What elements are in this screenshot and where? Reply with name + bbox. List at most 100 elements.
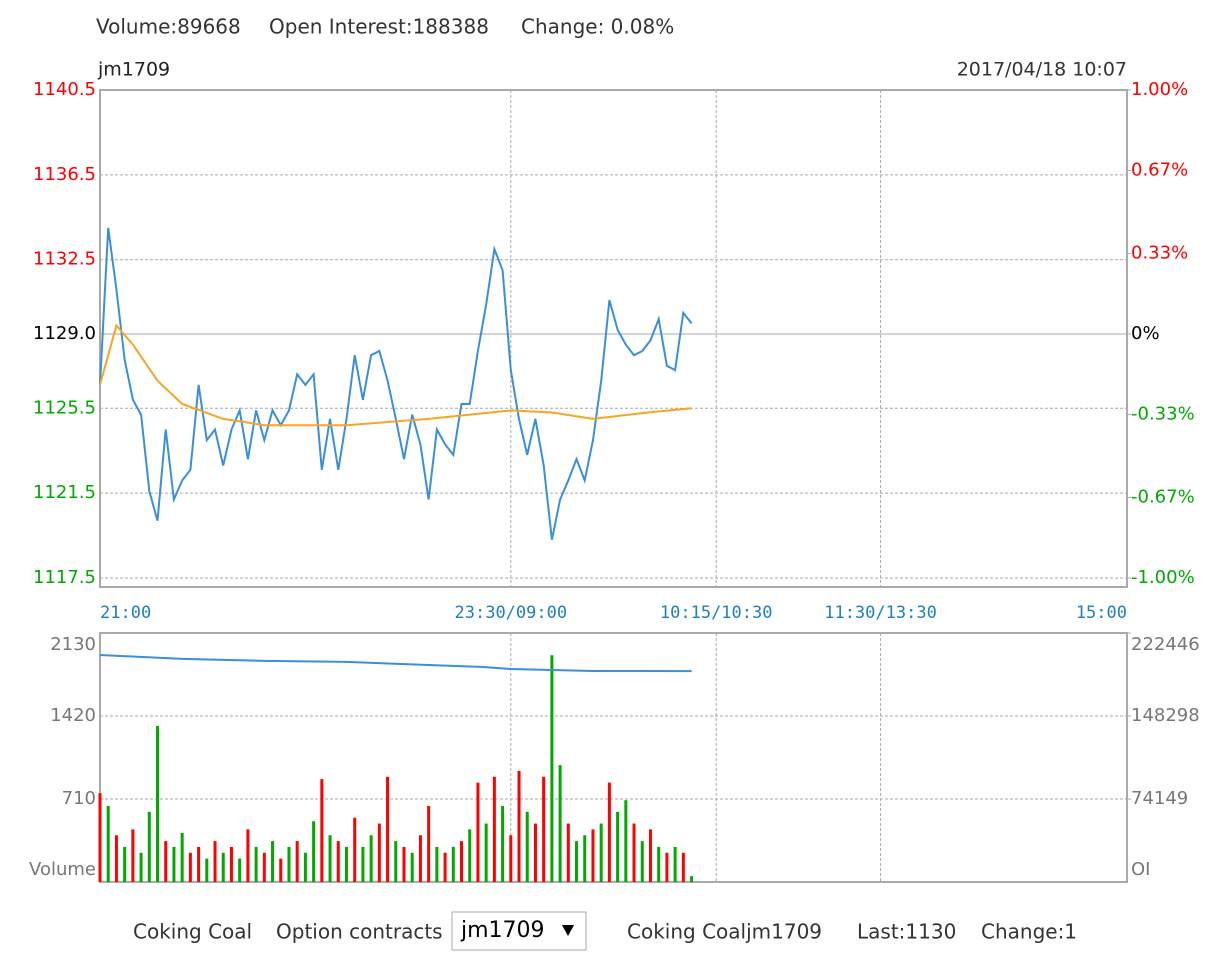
select-arrow[interactable] [562,925,574,936]
plot-frame [99,632,1128,883]
volume-bar [197,846,201,882]
select-value[interactable]: jm1709 [460,918,545,943]
volume-bar [139,852,143,882]
y-tick-label: 1132.5 [33,249,96,270]
volume-bar [328,835,332,882]
volume-bar [533,823,537,882]
y-tick-label: 1121.5 [33,482,96,503]
volume-bar [607,782,611,882]
volume-bar [353,817,357,882]
volume-bar [172,846,176,882]
volume-bar [394,841,398,882]
y-tick-label: 1136.5 [33,164,96,185]
volume-bar [632,823,636,882]
volume-bar [271,841,275,882]
volume-bar [681,852,685,882]
series-line [99,654,692,673]
select-box[interactable] [451,911,587,951]
volume-bar [369,835,373,882]
volume-info: Volume:89668 [96,15,241,39]
volume-bar [205,858,209,882]
volume-bar [427,806,431,882]
volume-bar [402,846,406,882]
volume-bar [377,823,381,882]
change-value: Change:1 [981,920,1077,944]
y-tick-label: 1140.5 [33,79,96,100]
product-contract: Coking Coaljm1709 [627,920,822,944]
volume-bar [123,846,127,882]
volume-bar [221,852,225,882]
volume-bar [229,846,233,882]
volume-bar [287,846,291,882]
change-info: Change: 0.08% [521,15,674,39]
y-axis-label: Volume [29,859,96,880]
x-tick-label: 15:00 [1076,603,1127,623]
volume-bar [435,846,439,882]
volume-bar [164,841,168,882]
volume-bar [583,835,587,882]
volume-bar [254,846,258,882]
volume-bar [279,858,283,882]
y-tick-label: 1117.5 [33,567,96,588]
y2-tick-label: -0.33% [1131,404,1195,425]
y2-axis-label: OI [1131,859,1150,880]
product-label: Coking Coal [133,920,252,944]
volume-bar [624,800,628,882]
y2-tick-label: 74149 [1131,788,1188,809]
volume-bar [114,835,118,882]
y2-tick-label: 1.00% [1131,79,1188,100]
volume-bar [106,806,110,882]
volume-bar [509,835,513,882]
volume-bar [320,779,324,882]
volume-bar [451,846,455,882]
volume-bar [312,821,316,882]
volume-bar [418,835,422,882]
contract-label: jm1709 [97,59,170,81]
series-line [99,227,693,540]
volume-bar [213,841,217,882]
y-tick-label: 1420 [50,705,96,726]
volume-bar [616,811,620,882]
y-tick-label: 710 [62,788,96,809]
volume-bar [492,776,496,882]
volume-bar [262,852,266,882]
volume-bar [665,852,669,882]
volume-bar [468,829,472,882]
y2-tick-label: -0.67% [1131,486,1195,507]
volume-bar [525,811,529,882]
volume-bar [410,852,414,882]
x-tick-label: 10:15/10:30 [660,603,773,623]
volume-bar [303,852,307,882]
charts: 21:00 23:30/09:00 10:15/10:30 11:30/13:30 15… [29,79,1200,883]
volume-bar [476,782,480,882]
volume-bar [484,823,488,882]
y2-tick-label: -1.00% [1131,567,1195,588]
y2-tick-label: 0.67% [1131,160,1188,181]
x-tick-label: 11:30/13:30 [824,603,937,623]
volume-bar [180,832,184,882]
contract-select[interactable]: jm1709 [451,911,587,951]
volume-bar [460,841,464,882]
series-line [99,323,692,427]
y2-tick-label: 0.33% [1131,242,1188,263]
volume-bar [501,806,505,882]
volume-bar [188,852,192,882]
volume-bar [648,829,652,882]
last-price: Last:1130 [857,920,956,944]
volume-bar [657,846,661,882]
plot-frame [99,89,1128,588]
y-tick-label: 1125.5 [33,397,96,418]
volume-bar [147,811,151,882]
volume-bar [443,852,447,882]
y2-tick-label: 148298 [1131,705,1200,726]
volume-bar [238,858,242,882]
option-label: Option contracts [276,920,443,944]
volume-bar [156,725,160,882]
volume-bar [246,829,250,882]
volume-bar [361,846,365,882]
volume-bar [98,793,102,882]
volume-bar [690,876,694,882]
volume-bar [550,655,554,882]
volume-bar [336,841,340,882]
volume-bar [558,765,562,882]
